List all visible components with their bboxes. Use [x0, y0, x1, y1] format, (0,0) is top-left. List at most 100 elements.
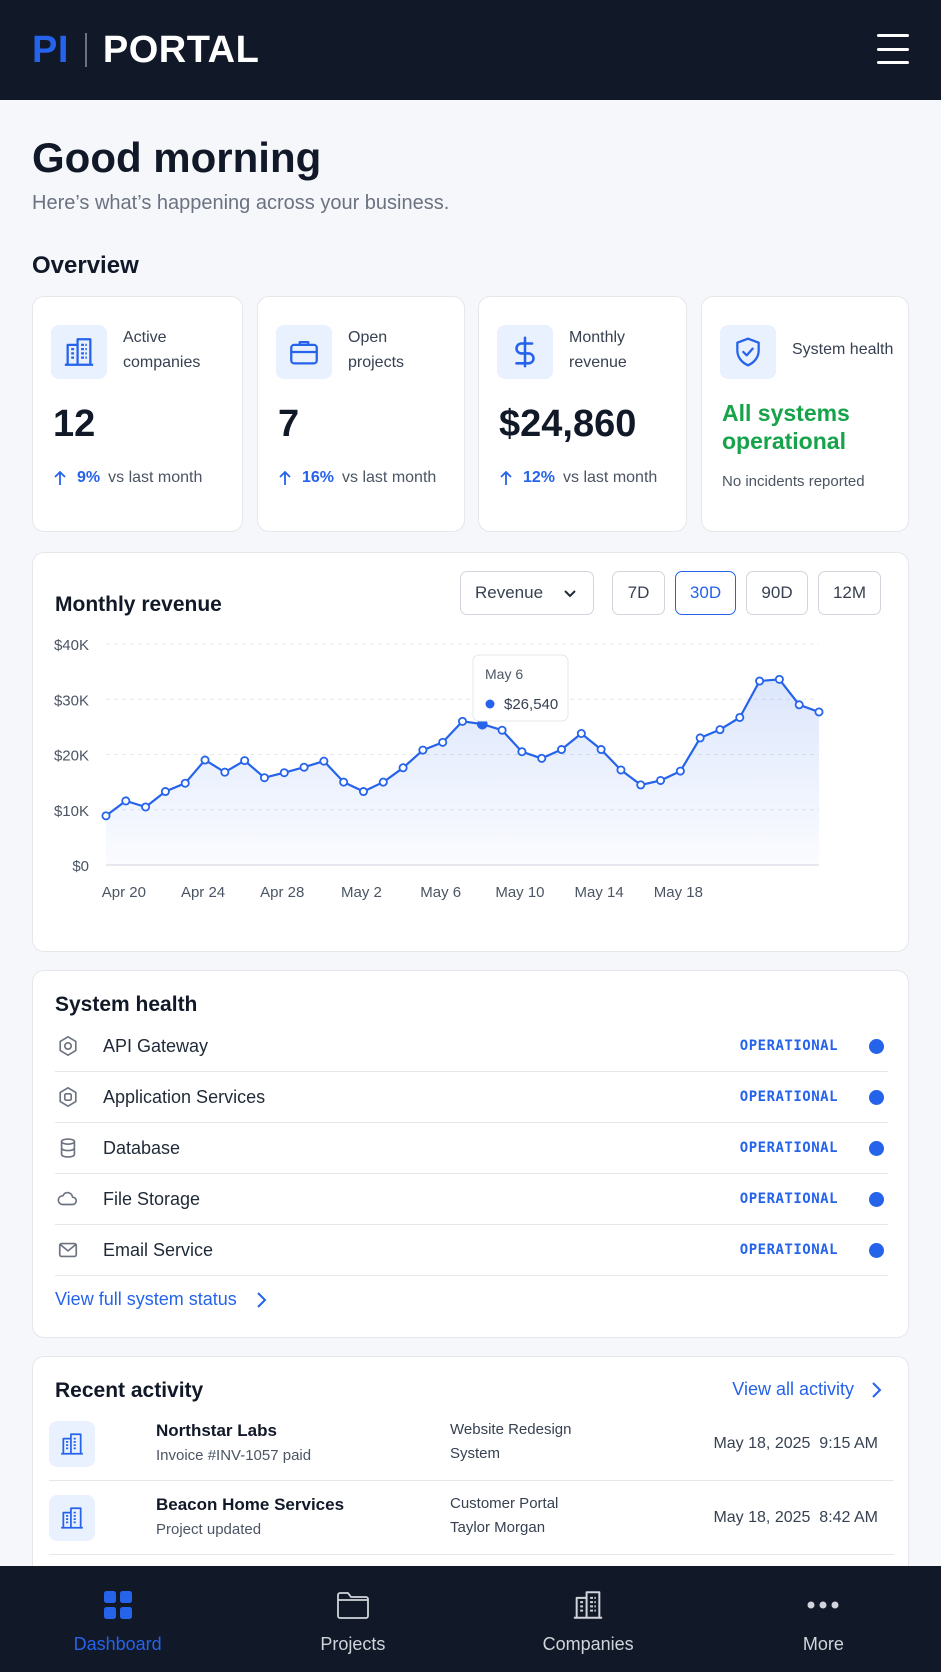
status-badge: OPERATIONAL	[739, 1089, 838, 1105]
data-point	[576, 729, 586, 739]
stat-value: 12	[53, 403, 96, 445]
logo-short: PI	[32, 28, 69, 71]
stat-card-open-projects[interactable]: Open projects 7 16% vs last month	[257, 296, 465, 532]
nav-label: More	[802, 1634, 844, 1654]
nav-label: Companies	[542, 1634, 634, 1654]
nav-label: Projects	[320, 1634, 386, 1654]
x-tick-label: May 18	[654, 884, 703, 901]
stat-card-active-companies[interactable]: Active companies 12 9% vs last month	[32, 296, 243, 532]
y-tick-label: $10K	[54, 803, 89, 820]
health-status: All systems operational	[722, 400, 850, 454]
data-point	[735, 712, 745, 722]
data-point	[319, 756, 329, 766]
data-point	[774, 674, 784, 684]
stat-card-monthly-revenue[interactable]: Monthly revenue $24,860 12% vs last month	[478, 296, 687, 532]
x-tick-label: May 6	[420, 884, 461, 901]
activity-date: May 18, 2025 9:15 AM	[713, 1435, 878, 1452]
health-note: No incidents reported	[722, 473, 865, 490]
briefcase-icon	[276, 325, 332, 379]
service-row-application-services[interactable]: Application Services OPERATIONAL	[55, 1072, 888, 1123]
range-30d-button[interactable]: 30D	[675, 571, 736, 615]
status-badge: OPERATIONAL	[739, 1038, 838, 1054]
data-point	[715, 725, 725, 735]
nav-companies[interactable]: Companies	[471, 1566, 706, 1672]
service-row-database[interactable]: Database OPERATIONAL	[55, 1123, 888, 1174]
database-icon	[55, 1135, 81, 1161]
status-badge: OPERATIONAL	[739, 1140, 838, 1156]
tooltip-value: $26,540	[504, 696, 558, 713]
tooltip-box	[472, 654, 569, 722]
page-subtitle: Here’s what’s happening across your busi…	[32, 192, 450, 214]
y-tick-label: $0	[72, 858, 89, 875]
stat-card-system-health[interactable]: System health All systems operational No…	[701, 296, 909, 532]
data-point	[200, 755, 210, 765]
stat-label: System health	[792, 341, 894, 358]
data-point	[398, 763, 408, 773]
link-label: View full system status	[55, 1289, 237, 1309]
activity-company: Beacon Home Services	[156, 1495, 345, 1514]
data-point	[636, 780, 646, 790]
main-content: Good morning Here’s what’s happening acr…	[0, 100, 941, 1566]
service-row-file-storage[interactable]: File Storage OPERATIONAL	[55, 1174, 888, 1225]
range-7d-button[interactable]: 7D	[612, 571, 665, 615]
data-point	[378, 777, 388, 787]
x-tick-label: May 14	[575, 884, 624, 901]
data-point	[537, 753, 547, 763]
view-all-activity-link[interactable]: View all activity	[732, 1379, 882, 1400]
service-name: Database	[103, 1137, 181, 1158]
service-name: Email Service	[103, 1239, 214, 1260]
nav-more[interactable]: More	[706, 1566, 941, 1672]
data-point	[418, 745, 428, 755]
tooltip-dot	[485, 699, 495, 709]
page-title: Good morning	[32, 134, 322, 181]
stat-change: 16% vs last month	[278, 469, 436, 487]
data-point	[616, 765, 626, 775]
revenue-area	[106, 679, 819, 865]
top-bar: PI PORTAL	[0, 0, 941, 100]
x-tick-label: May 10	[495, 884, 544, 901]
status-dot	[869, 1038, 884, 1054]
data-point	[755, 676, 765, 686]
data-point	[457, 716, 467, 726]
data-point	[160, 787, 170, 797]
range-90d-button[interactable]: 90D	[746, 571, 808, 615]
data-point	[220, 767, 230, 777]
service-row-api-gateway[interactable]: API Gateway OPERATIONAL	[55, 1021, 888, 1072]
x-tick-label: Apr 28	[260, 884, 304, 901]
nav-projects[interactable]: Projects	[235, 1566, 470, 1672]
data-point	[358, 787, 368, 797]
y-tick-label: $30K	[54, 692, 89, 709]
status-dot	[869, 1089, 884, 1105]
view-system-status-link[interactable]: View full system status	[55, 1289, 267, 1310]
grid-icon	[102, 1588, 134, 1622]
hamburger-menu-icon[interactable]	[877, 34, 909, 64]
stat-change: 12% vs last month	[499, 469, 657, 487]
system-health-heading: System health	[55, 993, 198, 1016]
chevron-down-icon	[564, 590, 576, 598]
data-point	[517, 747, 527, 757]
data-point	[675, 766, 685, 776]
activity-project: Website Redesign	[450, 1421, 572, 1438]
mail-icon	[55, 1237, 81, 1263]
nav-dashboard[interactable]: Dashboard	[0, 1566, 235, 1672]
data-point	[557, 745, 567, 755]
gateway-icon	[55, 1033, 81, 1059]
recent-activity-heading: Recent activity	[55, 1379, 204, 1402]
logo[interactable]: PI PORTAL	[32, 29, 259, 72]
activity-row[interactable]: Northstar Labs Invoice #INV-1057 paid We…	[49, 1407, 894, 1481]
data-point	[299, 762, 309, 772]
y-tick-label: $20K	[54, 748, 89, 765]
service-row-email-service[interactable]: Email Service OPERATIONAL	[55, 1225, 888, 1276]
data-point	[794, 700, 804, 710]
data-point	[141, 802, 151, 812]
data-point	[121, 796, 131, 806]
revenue-chart[interactable]: $0 $10K $20K $30K $40K Apr 20 Apr 24 Apr 28 May …	[33, 553, 910, 953]
link-label: View all activity	[732, 1379, 854, 1399]
activity-row[interactable]: Beacon Home Services Project updated Cus…	[49, 1481, 894, 1555]
nav-label: Dashboard	[73, 1634, 162, 1654]
building-icon	[49, 1495, 95, 1541]
metric-select[interactable]: Revenue	[460, 571, 594, 615]
activity-description: Invoice #INV-1057 paid	[156, 1447, 312, 1464]
data-point	[180, 778, 190, 788]
range-12m-button[interactable]: 12M	[818, 571, 881, 615]
